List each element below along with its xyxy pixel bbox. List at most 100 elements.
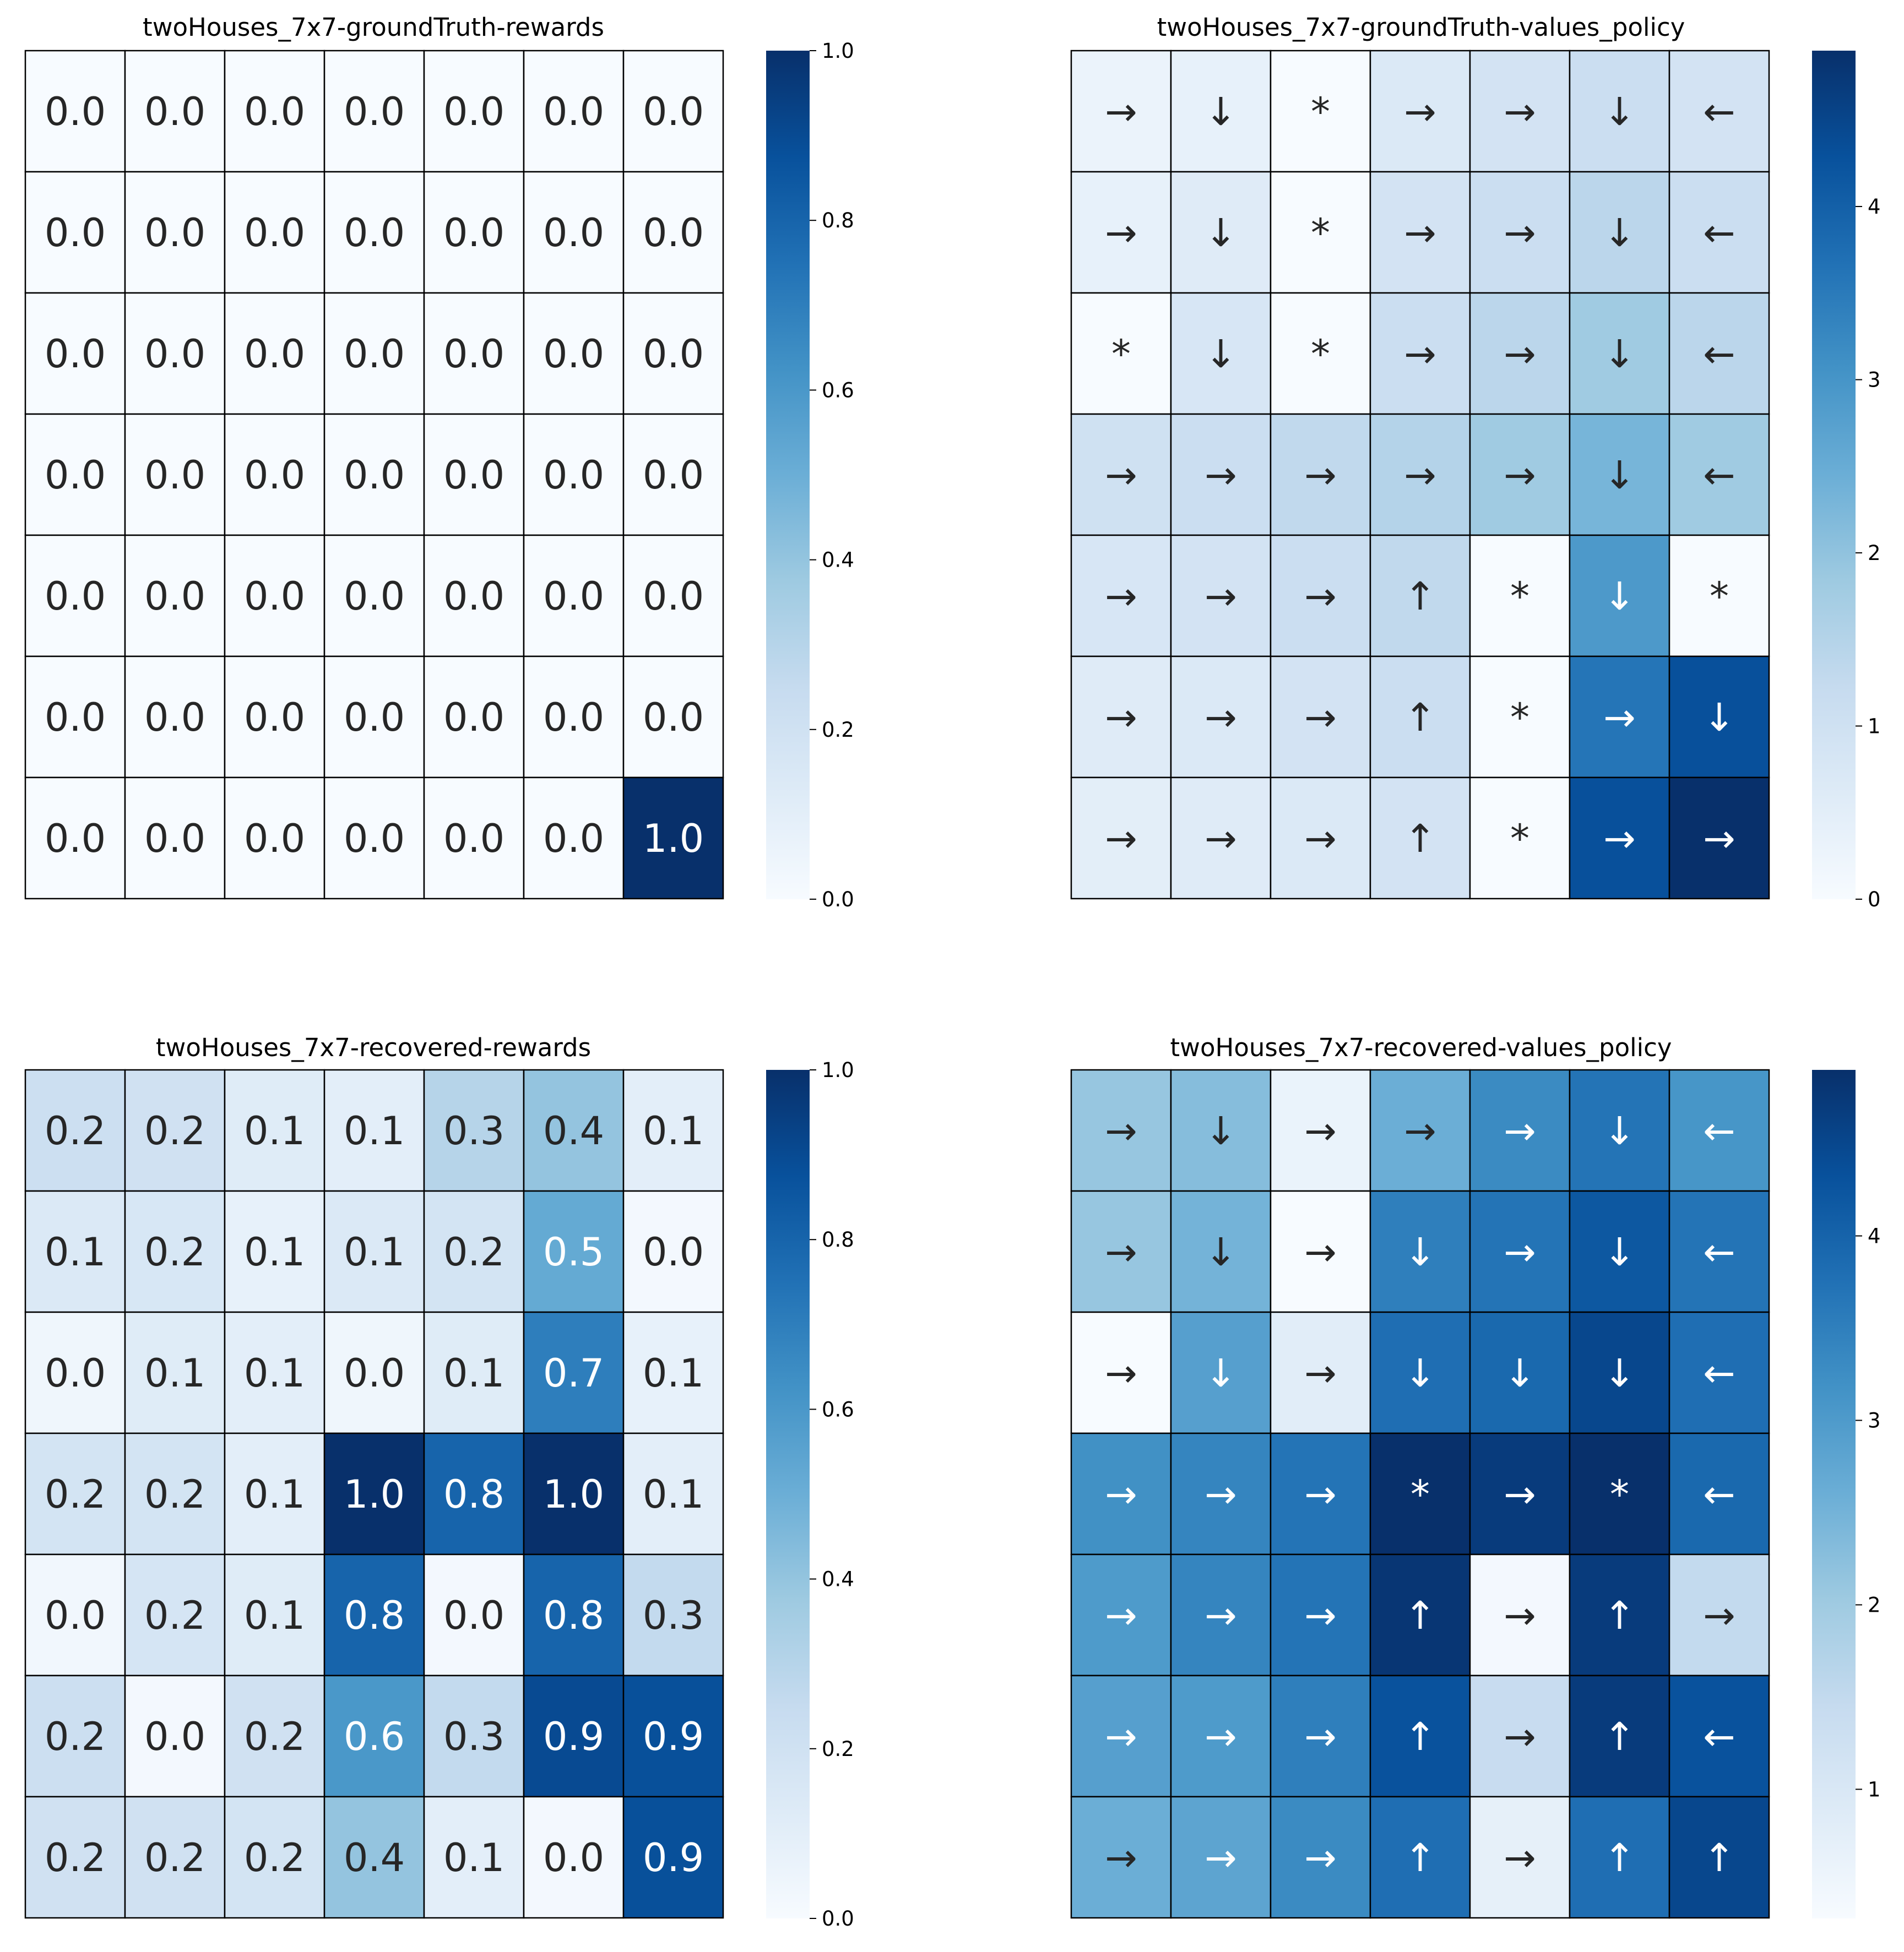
heatmap-cell [1170, 1311, 1272, 1434]
cell-label: → [1404, 210, 1436, 255]
cell-label: ← [1703, 1108, 1735, 1154]
colorbar-tick-label: 2 [1868, 1594, 1881, 1617]
cell-label: ↓ [1205, 1230, 1237, 1275]
cell-label: 0.1 [244, 1351, 305, 1396]
heatmap-cell [1070, 413, 1172, 536]
heatmap-cell [1170, 50, 1272, 173]
heatmap-cell [1469, 50, 1571, 173]
heatmap-cell [124, 655, 226, 779]
cell-label: ↑ [1603, 1714, 1636, 1759]
heatmap-cell [423, 776, 525, 900]
colorbar-gradient [1812, 1070, 1856, 1918]
cell-label: → [1304, 1835, 1337, 1880]
colorbar-tick-label: 0.4 [822, 1568, 854, 1591]
cell-label: 0.9 [643, 1835, 704, 1880]
cell-label: → [1404, 331, 1436, 377]
heatmap-cell [1369, 1069, 1471, 1192]
cell-label: 0.0 [45, 1351, 106, 1396]
cell-label: 0.5 [543, 1230, 604, 1275]
heatmap-cell [622, 776, 724, 900]
cell-label: ← [1703, 1230, 1735, 1275]
cell-label: → [1504, 1593, 1536, 1638]
cell-label: ↓ [1504, 1351, 1536, 1396]
heatmap-cell [1070, 292, 1172, 415]
cell-label: 0.1 [643, 1108, 704, 1154]
cell-label: ↑ [1404, 1835, 1436, 1880]
cell-label: 1.0 [643, 816, 704, 861]
cell-label: 0.8 [443, 1472, 505, 1517]
cell-label: 0.0 [45, 331, 106, 377]
cell-label: 0.0 [443, 210, 505, 255]
cell-label: 0.2 [45, 1714, 106, 1759]
cell-label: → [1304, 1230, 1337, 1275]
heatmap-cell [423, 655, 525, 779]
cell-label: 0.2 [144, 1230, 205, 1275]
cell-label: 0.1 [244, 1108, 305, 1154]
cell-label: 0.9 [643, 1714, 704, 1759]
heatmap-cell [224, 1190, 326, 1313]
colorbar-tick-label: 1.0 [822, 39, 854, 63]
heatmap-cell [423, 1432, 525, 1556]
cell-label: 0.0 [144, 453, 205, 498]
heatmap-cell [323, 1432, 425, 1556]
cell-label: → [1304, 816, 1337, 861]
cell-label: ↓ [1603, 453, 1636, 498]
cell-label: 0.9 [543, 1714, 604, 1759]
cell-label: → [1603, 695, 1636, 740]
heatmap-cell [124, 50, 226, 173]
cell-label: 0.0 [543, 331, 604, 377]
cell-label: 0.0 [443, 574, 505, 619]
heatmap-cell [1668, 776, 1770, 900]
cell-label: 0.0 [344, 210, 405, 255]
cell-label: 0.0 [344, 574, 405, 619]
heatmap-cell [1170, 1069, 1272, 1192]
heatmap-cell [1569, 1190, 1670, 1313]
heatmap-cell [323, 776, 425, 900]
heatmap-cell [1569, 1069, 1670, 1192]
cell-label: ↑ [1404, 695, 1436, 740]
heatmap-cell [224, 1432, 326, 1556]
cell-label: * [1710, 574, 1729, 619]
heatmap-cell [1070, 1674, 1172, 1798]
heatmap-cell [1369, 1553, 1471, 1677]
heatmap-cell [1469, 1069, 1571, 1192]
heatmap-cell [1369, 1796, 1471, 1919]
heatmap-cell [1369, 50, 1471, 173]
heatmap-cell [622, 413, 724, 536]
colorbar-tick-label: 0.2 [822, 1737, 854, 1761]
cell-label: → [1105, 1351, 1137, 1396]
cell-label: 0.0 [144, 210, 205, 255]
cell-label: 1.0 [344, 1472, 405, 1517]
cell-label: 0.0 [443, 89, 505, 134]
cell-label: → [1404, 89, 1436, 134]
heatmap-cells: 0.2 0.2 0.1 0.1 0.3 0.4 0.1 0.1 0.2 0.1 0.1 0.2 0.5 0… [24, 1069, 724, 1919]
cell-label: → [1404, 1108, 1436, 1154]
heatmap-title: twoHouses_7x7-groundTruth-values_policy [1157, 13, 1685, 42]
colorbar-tick-label: 0.6 [822, 1398, 854, 1421]
heatmap-cell [1369, 655, 1471, 779]
heatmap-cell [24, 1674, 126, 1798]
heatmap-cell [124, 1069, 226, 1192]
cell-label: 0.0 [643, 695, 704, 740]
heatmap-cell [1469, 1311, 1571, 1434]
cell-label: → [1504, 331, 1536, 377]
heatmap-cell [323, 50, 425, 173]
heatmap-cell [423, 171, 525, 294]
cell-label: 0.2 [144, 1472, 205, 1517]
cell-label: 0.1 [244, 1593, 305, 1638]
heatmap-cell [622, 534, 724, 657]
heatmap-cell [323, 1796, 425, 1919]
heatmap-cell [523, 1553, 625, 1677]
heatmap-cell [622, 292, 724, 415]
colorbar-tick-label: 0.2 [822, 718, 854, 742]
cell-label: ↓ [1205, 1108, 1237, 1154]
cell-label: 0.0 [144, 695, 205, 740]
cell-label: 0.0 [443, 816, 505, 861]
heatmap-cell [1569, 413, 1670, 536]
heatmap-cell [1668, 1190, 1770, 1313]
colorbar-tick-label: 0 [1868, 888, 1881, 911]
heatmap-cell [1070, 1190, 1172, 1313]
heatmap-cell [1668, 534, 1770, 657]
heatmap-cell [622, 1674, 724, 1798]
cell-label: ↓ [1603, 1351, 1636, 1396]
